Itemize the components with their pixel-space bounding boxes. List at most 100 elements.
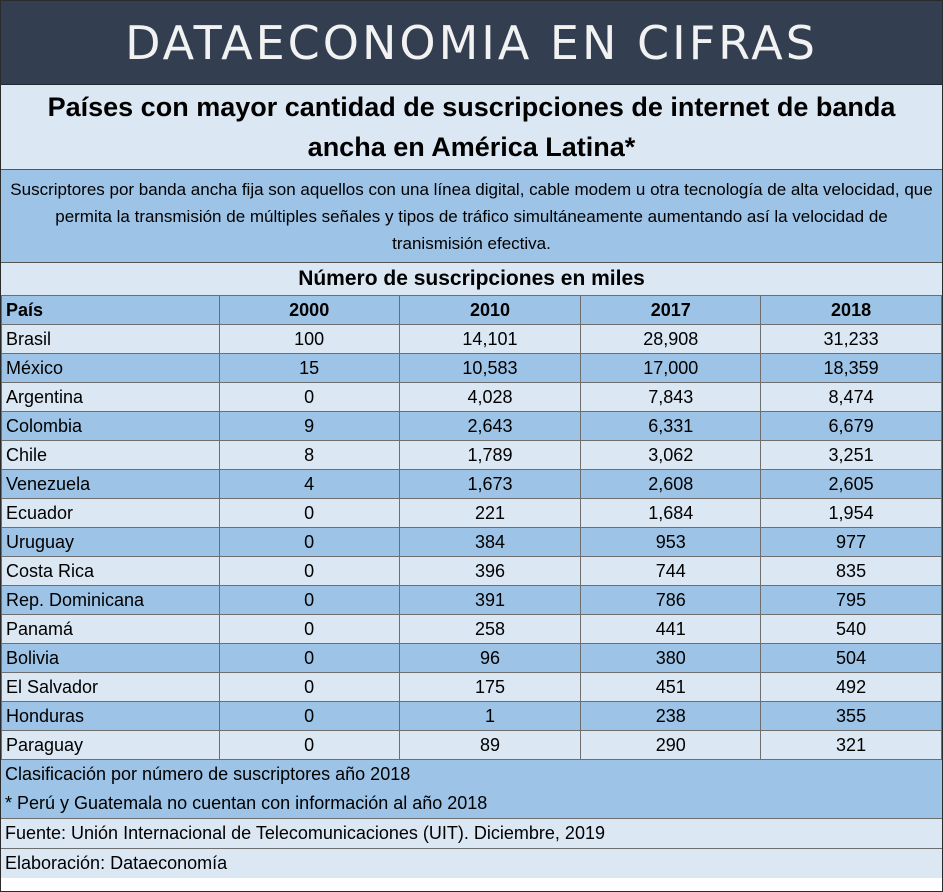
value-cell-2017: 28,908 bbox=[580, 324, 762, 354]
table-row: El Salvador 0 175 451 492 bbox=[1, 672, 942, 702]
table-row: Costa Rica 0 396 744 835 bbox=[1, 556, 942, 586]
value-cell-2018: 8,474 bbox=[760, 382, 942, 412]
table-row: Bolivia 0 96 380 504 bbox=[1, 643, 942, 673]
table-row: Argentina 0 4,028 7,843 8,474 bbox=[1, 382, 942, 412]
description: Suscriptores por banda ancha fija son aq… bbox=[1, 170, 942, 263]
units-header: Número de suscripciones en miles bbox=[1, 263, 942, 295]
table-row: Brasil 100 14,101 28,908 31,233 bbox=[1, 324, 942, 354]
value-cell-2017: 6,331 bbox=[580, 411, 762, 441]
value-cell-2017: 953 bbox=[580, 527, 762, 557]
value-cell-2018: 977 bbox=[760, 527, 942, 557]
value-cell-2017: 7,843 bbox=[580, 382, 762, 412]
value-cell-2010: 10,583 bbox=[398, 353, 582, 383]
value-cell-2018: 321 bbox=[760, 730, 942, 760]
value-cell-2017: 17,000 bbox=[580, 353, 762, 383]
column-header-2010: 2010 bbox=[398, 295, 582, 325]
value-cell-2017: 238 bbox=[580, 701, 762, 731]
table-row: Honduras 0 1 238 355 bbox=[1, 701, 942, 731]
value-cell-2017: 380 bbox=[580, 643, 762, 673]
value-cell-2000: 100 bbox=[218, 324, 400, 354]
value-cell-2010: 384 bbox=[398, 527, 582, 557]
value-cell-2018: 540 bbox=[760, 614, 942, 644]
value-cell-2010: 175 bbox=[398, 672, 582, 702]
country-cell: Venezuela bbox=[1, 469, 220, 499]
value-cell-2017: 786 bbox=[580, 585, 762, 615]
table-body: Brasil 100 14,101 28,908 31,233 México 15 10,58… bbox=[1, 324, 942, 760]
value-cell-2018: 3,251 bbox=[760, 440, 942, 470]
value-cell-2010: 14,101 bbox=[398, 324, 582, 354]
value-cell-2010: 396 bbox=[398, 556, 582, 586]
value-cell-2000: 0 bbox=[218, 701, 400, 731]
value-cell-2010: 4,028 bbox=[398, 382, 582, 412]
data-table: País 2000 2010 2017 2018 Brasil 100 14,101… bbox=[1, 295, 942, 760]
table-row: Rep. Dominicana 0 391 786 795 bbox=[1, 585, 942, 615]
table-row: México 15 10,583 17,000 18,359 bbox=[1, 353, 942, 383]
table-header-row: País 2000 2010 2017 2018 bbox=[1, 295, 942, 325]
value-cell-2000: 15 bbox=[218, 353, 400, 383]
table-row: Venezuela 4 1,673 2,608 2,605 bbox=[1, 469, 942, 499]
column-header-2018: 2018 bbox=[760, 295, 942, 325]
column-header-2000: 2000 bbox=[218, 295, 400, 325]
value-cell-2010: 2,643 bbox=[398, 411, 582, 441]
value-cell-2018: 31,233 bbox=[760, 324, 942, 354]
country-cell: Bolivia bbox=[1, 643, 220, 673]
value-cell-2018: 2,605 bbox=[760, 469, 942, 499]
table-row: Paraguay 0 89 290 321 bbox=[1, 730, 942, 760]
value-cell-2010: 258 bbox=[398, 614, 582, 644]
value-cell-2017: 441 bbox=[580, 614, 762, 644]
page-title: Países con mayor cantidad de suscripcion… bbox=[1, 85, 942, 170]
country-cell: Costa Rica bbox=[1, 556, 220, 586]
value-cell-2000: 0 bbox=[218, 672, 400, 702]
country-cell: Panamá bbox=[1, 614, 220, 644]
column-header-2017: 2017 bbox=[580, 295, 762, 325]
value-cell-2000: 0 bbox=[218, 527, 400, 557]
country-cell: Rep. Dominicana bbox=[1, 585, 220, 615]
value-cell-2018: 795 bbox=[760, 585, 942, 615]
note-missing-data: * Perú y Guatemala no cuentan con inform… bbox=[1, 789, 942, 818]
value-cell-2000: 0 bbox=[218, 556, 400, 586]
value-cell-2000: 0 bbox=[218, 643, 400, 673]
value-cell-2000: 0 bbox=[218, 382, 400, 412]
value-cell-2018: 504 bbox=[760, 643, 942, 673]
banner-title: DATAECONOMIA EN CIFRAS bbox=[1, 1, 942, 85]
value-cell-2000: 9 bbox=[218, 411, 400, 441]
value-cell-2018: 18,359 bbox=[760, 353, 942, 383]
value-cell-2010: 96 bbox=[398, 643, 582, 673]
country-cell: Chile bbox=[1, 440, 220, 470]
country-cell: Uruguay bbox=[1, 527, 220, 557]
table-row: Colombia 9 2,643 6,331 6,679 bbox=[1, 411, 942, 441]
value-cell-2017: 3,062 bbox=[580, 440, 762, 470]
value-cell-2000: 4 bbox=[218, 469, 400, 499]
value-cell-2010: 1,789 bbox=[398, 440, 582, 470]
country-cell: El Salvador bbox=[1, 672, 220, 702]
table-row: Uruguay 0 384 953 977 bbox=[1, 527, 942, 557]
value-cell-2017: 451 bbox=[580, 672, 762, 702]
value-cell-2010: 391 bbox=[398, 585, 582, 615]
country-cell: Argentina bbox=[1, 382, 220, 412]
value-cell-2018: 355 bbox=[760, 701, 942, 731]
value-cell-2017: 2,608 bbox=[580, 469, 762, 499]
credit-note: Elaboración: Dataeconomía bbox=[1, 849, 942, 878]
value-cell-2017: 744 bbox=[580, 556, 762, 586]
value-cell-2000: 0 bbox=[218, 730, 400, 760]
country-cell: México bbox=[1, 353, 220, 383]
country-cell: Ecuador bbox=[1, 498, 220, 528]
notes-block: Clasificación por número de suscriptores… bbox=[1, 760, 942, 819]
table-row: Panamá 0 258 441 540 bbox=[1, 614, 942, 644]
value-cell-2018: 6,679 bbox=[760, 411, 942, 441]
value-cell-2000: 0 bbox=[218, 614, 400, 644]
value-cell-2000: 8 bbox=[218, 440, 400, 470]
notes-section: Clasificación por número de suscriptores… bbox=[1, 760, 942, 878]
table-row: Ecuador 0 221 1,684 1,954 bbox=[1, 498, 942, 528]
country-cell: Paraguay bbox=[1, 730, 220, 760]
value-cell-2010: 1 bbox=[398, 701, 582, 731]
value-cell-2017: 290 bbox=[580, 730, 762, 760]
value-cell-2018: 492 bbox=[760, 672, 942, 702]
column-header-country: País bbox=[1, 295, 220, 325]
value-cell-2018: 835 bbox=[760, 556, 942, 586]
value-cell-2000: 0 bbox=[218, 585, 400, 615]
source-note: Fuente: Unión Internacional de Telecomun… bbox=[1, 819, 942, 849]
value-cell-2010: 1,673 bbox=[398, 469, 582, 499]
country-cell: Brasil bbox=[1, 324, 220, 354]
